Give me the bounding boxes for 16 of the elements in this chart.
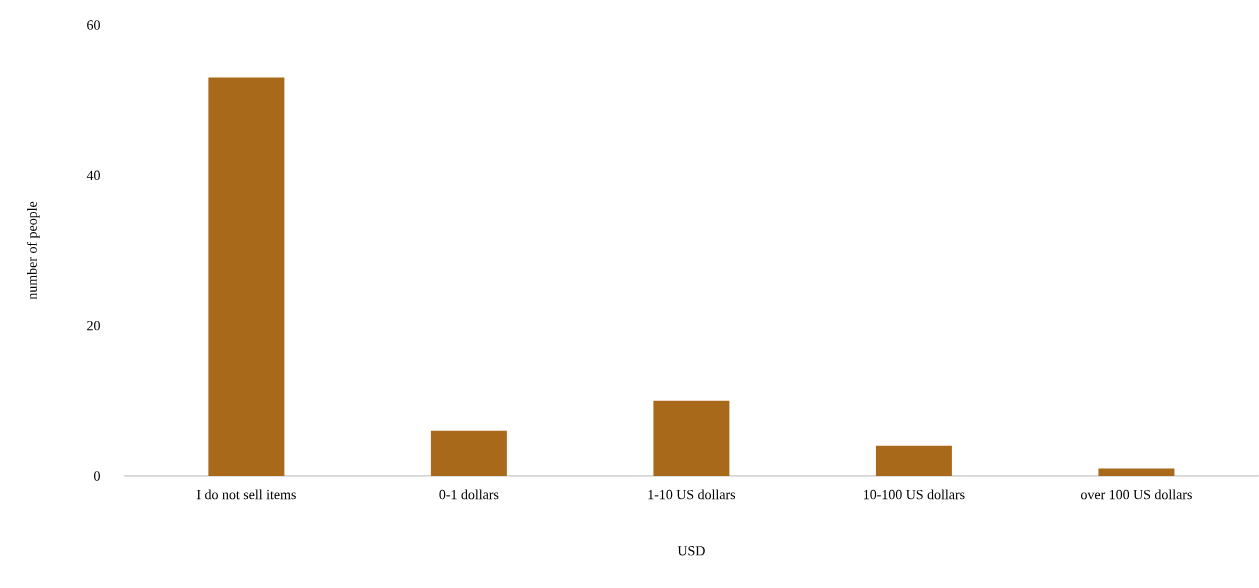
bar bbox=[1098, 468, 1175, 476]
x-tick-label: 0-1 dollars bbox=[439, 489, 499, 500]
bar bbox=[653, 400, 730, 476]
x-tick-label: over 100 US dollars bbox=[1080, 489, 1192, 500]
bar bbox=[430, 430, 507, 476]
bar bbox=[208, 77, 285, 476]
x-tick-label: I do not sell items bbox=[196, 489, 296, 500]
y-tick-label: 0 bbox=[94, 471, 100, 481]
x-tick-label: 10-100 US dollars bbox=[864, 489, 965, 500]
bar bbox=[875, 445, 952, 476]
y-tick-label: 40 bbox=[86, 170, 100, 181]
y-tick-label: 20 bbox=[87, 320, 100, 331]
x-axis-title: USD bbox=[677, 546, 705, 556]
y-tick-label: 60 bbox=[87, 20, 100, 30]
x-tick-label: 1-10 US dollars bbox=[648, 489, 736, 500]
y-axis-title: number of people bbox=[26, 201, 40, 300]
